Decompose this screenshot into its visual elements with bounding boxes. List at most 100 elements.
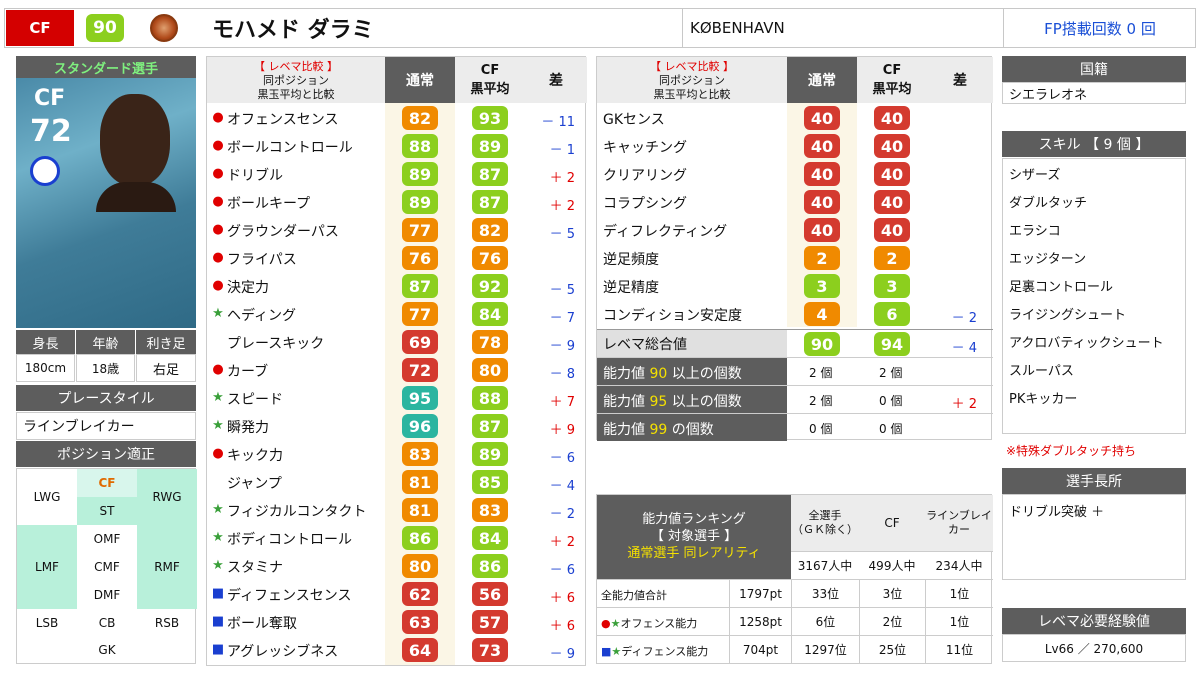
count-normal: 2 個 (809, 366, 833, 380)
stat-row: GKセンス 40 40 (597, 104, 993, 132)
rank-category-icon: ● (601, 617, 611, 630)
total-normal-value: 90 (804, 332, 840, 356)
rank-all: 33位 (791, 580, 859, 607)
compare-title: 【 レベマ比較 】 (254, 60, 338, 73)
positions-label: ポジション適正 (16, 441, 196, 467)
stat-normal-value: 3 (804, 274, 840, 298)
count-row: 能力値 95 以上の個数 2 個 0 個 ＋ 2 (597, 385, 993, 413)
stat-label: 逆足精度 (603, 280, 659, 296)
count-normal: 0 個 (809, 422, 833, 436)
col-normal: 通常 (787, 57, 857, 103)
count-label: 能力値 95 以上の個数 (603, 394, 742, 410)
skill-item: ダブルタッチ (1009, 195, 1088, 211)
profile-table: 身長 年齢 利き足 180cm 18歳 右足 (16, 330, 196, 382)
stat-avg-value: 83 (472, 498, 508, 522)
stat-diff: － 1 (549, 143, 575, 158)
stat-diff: － 5 (549, 227, 575, 242)
rank-row: ■★ディフェンス能力 704pt 1297位 25位 11位 (597, 635, 993, 663)
stat-normal-value: 76 (402, 246, 438, 270)
stat-avg-value: 40 (874, 190, 910, 214)
stat-category-icon: ★ (212, 530, 224, 545)
stat-category-icon: ● (212, 166, 224, 181)
rank-count-style: 234人中 (925, 551, 993, 579)
stat-diff: ＋ 6 (549, 591, 575, 606)
stat-avg-value: 84 (472, 302, 508, 326)
stat-row: ● フライパス 76 76 (207, 244, 587, 272)
stat-label: クリアリング (603, 168, 687, 184)
exp-label: レベマ必要経験値 (1002, 608, 1186, 634)
nationality-label: 国籍 (1002, 56, 1186, 82)
compare-title: 【 レベマ比較 】 (650, 60, 734, 73)
stat-normal-value: 64 (402, 638, 438, 662)
club-crest-icon (150, 14, 178, 42)
stat-label: スタミナ (227, 560, 283, 576)
stat-avg-value: 87 (472, 414, 508, 438)
left-table-head: 【 レベマ比較 】 同ポジション 黒玉平均と比較 (207, 57, 385, 103)
stat-normal-value: 81 (402, 470, 438, 494)
skill-item: シザーズ (1009, 167, 1061, 183)
right-table-head: 【 レベマ比較 】 同ポジション 黒玉平均と比較 (597, 57, 787, 103)
stat-row: ● ドリブル 89 87 ＋ 2 (207, 160, 587, 188)
stat-avg-value: 78 (472, 330, 508, 354)
foot-label: 利き足 (136, 330, 196, 354)
stat-avg-value: 56 (472, 582, 508, 606)
stat-normal-value: 77 (402, 302, 438, 326)
foot-value: 右足 (136, 354, 196, 382)
pos-rsb: RSB (154, 616, 180, 630)
stat-row: クリアリング 40 40 (597, 160, 993, 188)
stat-label: ボール奪取 (227, 616, 297, 632)
nationality-value: シエラレオネ (1002, 82, 1186, 104)
pos-st: ST (77, 497, 137, 525)
stat-avg-value: 93 (472, 106, 508, 130)
stat-label: ボディコントロール (227, 532, 353, 548)
exp-value: Lv66 ／ 270,600 (1002, 634, 1186, 662)
stat-row: ● 決定力 87 92 － 5 (207, 272, 587, 300)
stat-diff: － 6 (549, 563, 575, 578)
skill-item: PKキッカー (1009, 391, 1078, 407)
stat-label: GKセンス (603, 112, 665, 128)
stat-avg-value: 2 (874, 246, 910, 270)
stat-avg-value: 40 (874, 218, 910, 242)
stat-label: ボールコントロール (227, 140, 353, 156)
stat-diff: ＋ 7 (549, 395, 575, 410)
stat-category-icon: ● (212, 250, 224, 265)
stat-category-icon: ★ (212, 502, 224, 517)
col-cf-avg: CF 黒平均 (455, 57, 525, 103)
stat-row: ■ ボール奪取 63 57 ＋ 6 (207, 608, 587, 636)
total-row: レベマ総合値 90 94 － 4 (597, 329, 993, 357)
stat-avg-value: 87 (472, 162, 508, 186)
stat-label: コンディション安定度 (603, 308, 743, 324)
stat-row: ★ ヘディング 77 84 － 7 (207, 300, 587, 328)
stat-normal-value: 96 (402, 414, 438, 438)
ranking-target: 【 対象選手 】 (650, 529, 738, 544)
stat-diff: － 11 (541, 115, 575, 130)
pos-lsb: LSB (35, 616, 59, 630)
pos-cf: CF (77, 469, 137, 497)
left-stat-table: 【 レベマ比較 】 同ポジション 黒玉平均と比較 通常 CF 黒平均 差 ● オフ… (206, 56, 587, 666)
count-label-bg (597, 386, 787, 413)
stat-label: キャッチング (603, 140, 687, 156)
stat-label: アグレッシブネス (227, 644, 339, 660)
stat-diff: － 8 (549, 367, 575, 382)
stat-diff: － 7 (549, 311, 575, 326)
stat-label: オフェンスセンス (227, 112, 339, 128)
stat-category-icon: ● (212, 362, 224, 377)
stat-avg-value: 85 (472, 470, 508, 494)
ranking-table: 能力値ランキング 【 対象選手 】 通常選手 同レアリティ 全選手 （ＧＫ除く） … (596, 494, 993, 664)
age-label: 年齢 (76, 330, 135, 354)
stat-avg-value: 89 (472, 442, 508, 466)
pos-cb: CB (98, 616, 116, 630)
stat-label: グラウンダーパス (227, 224, 339, 240)
pos-rwg: RWG (137, 469, 197, 525)
rank-col-all: 全選手 （ＧＫ除く） (791, 495, 859, 551)
playstyle-value: ラインブレイカー (16, 412, 196, 440)
stat-category-icon: ★ (212, 390, 224, 405)
stat-label: スピード (227, 392, 283, 408)
stat-category-icon: ● (212, 446, 224, 461)
stat-label: フライパス (227, 252, 297, 268)
header-position-badge: CF (6, 10, 74, 46)
count-avg: 2 個 (879, 366, 903, 380)
stat-category-icon: ● (212, 194, 224, 209)
card-tag: スタンダード選手 (16, 56, 196, 78)
stat-row: ジャンプ 81 85 － 4 (207, 468, 587, 496)
